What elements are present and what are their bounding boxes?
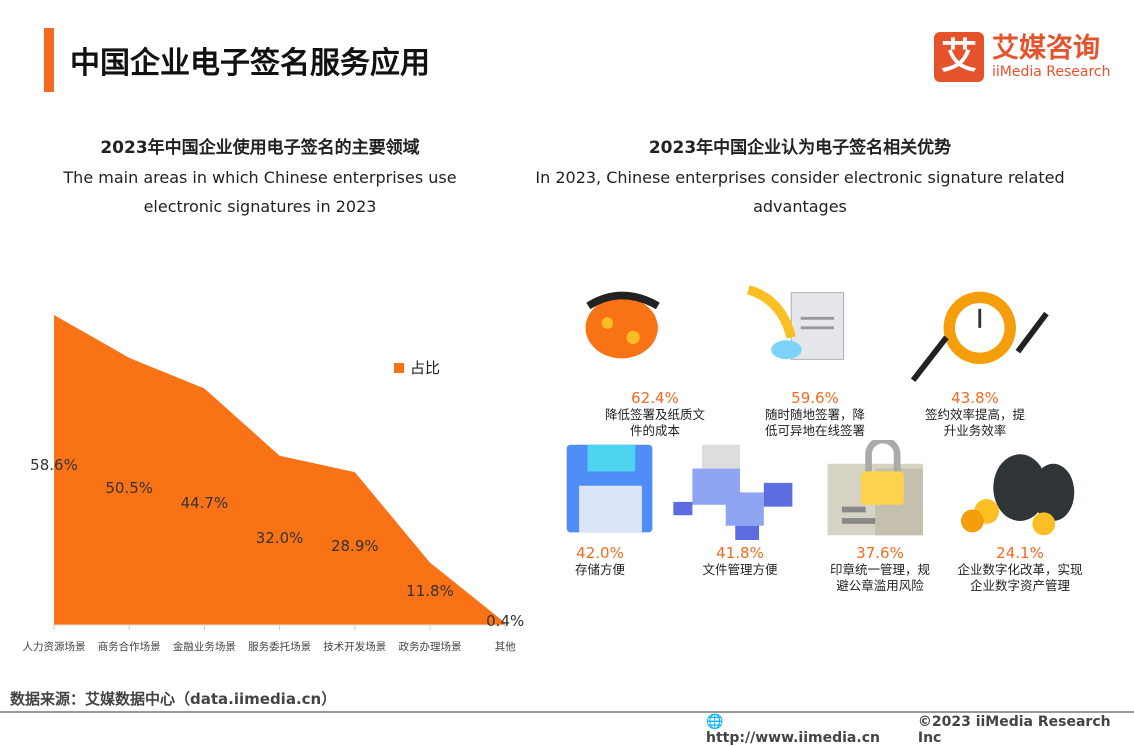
advantage-item: 62.4% 降低签署及纸质文件的成本 bbox=[570, 285, 740, 439]
chart-subtitle: The main areas in which Chinese enterpri… bbox=[63, 168, 457, 216]
advantage-percent: 42.0% bbox=[576, 544, 624, 562]
logo-cn: 艾媒咨询 bbox=[992, 33, 1100, 64]
advantage-label: 文件管理方便 bbox=[702, 562, 778, 577]
logo-en: iiMedia Research bbox=[992, 64, 1111, 80]
x-tick-label: 金融业务场景 bbox=[173, 640, 236, 653]
x-tick-label: 服务委托场景 bbox=[248, 640, 311, 653]
advantage-label: 降低签署及纸质文件的成本 bbox=[605, 407, 706, 438]
advantages-subtitle: In 2023, Chinese enterprises consider el… bbox=[535, 168, 1065, 216]
legend-label: 占比 bbox=[410, 359, 441, 377]
globe-icon: 🌐 bbox=[706, 714, 724, 730]
copyright: ©2023 iiMedia Research Inc bbox=[917, 714, 1111, 746]
advantage-percent: 43.8% bbox=[951, 389, 999, 407]
x-tick-label: 技术开发场景 bbox=[323, 640, 386, 653]
title-accent-bar bbox=[44, 28, 54, 92]
floppy-disk-icon bbox=[566, 444, 653, 533]
area-series bbox=[54, 315, 506, 625]
advantage-percent: 59.6% bbox=[791, 389, 839, 407]
quill-document-icon bbox=[746, 285, 845, 360]
left-chart-heading: 2023年中国企业使用电子签名的主要领域 The main areas in w… bbox=[30, 133, 490, 221]
folders-icon bbox=[673, 444, 793, 540]
data-label: 44.7% bbox=[181, 494, 229, 512]
advantage-item: 24.1% 企业数字化改革，实现企业数字资产管理 bbox=[935, 440, 1105, 594]
right-heading: 2023年中国企业认为电子签名相关优势 In 2023, Chinese ent… bbox=[500, 133, 1100, 221]
chart-title: 2023年中国企业使用电子签名的主要领域 bbox=[100, 138, 420, 158]
x-tick-label: 商务合作场景 bbox=[98, 640, 161, 653]
x-tick-label: 其他 bbox=[495, 640, 516, 653]
advantage-percent: 24.1% bbox=[996, 544, 1044, 562]
advantage-label: 随时随地签署，降低可异地在线签署 bbox=[765, 407, 866, 438]
legend: 占比 bbox=[394, 357, 440, 378]
advantage-item: 42.0% 存储方便 bbox=[515, 440, 685, 578]
data-label: 28.9% bbox=[331, 537, 379, 555]
logo: 艾 艾媒咨询 iiMedia Research bbox=[934, 32, 1111, 82]
advantage-label: 存储方便 bbox=[574, 562, 625, 577]
advantage-percent: 41.8% bbox=[716, 544, 764, 562]
legend-swatch bbox=[394, 362, 404, 373]
area-chart: 58.6% 人力资源场景 50.5% 商务合作场景 44.7% 金融业务场景 32.0% 服务… bbox=[23, 315, 524, 653]
advantage-item: 59.6% 随时随地签署，降低可异地在线签署 bbox=[730, 285, 900, 439]
advantage-item: 37.6% 印章统一管理，规避公章滥用风险 bbox=[795, 436, 965, 594]
money-bag-icon bbox=[585, 291, 660, 359]
data-label: 11.8% bbox=[406, 582, 454, 600]
advantage-item: 41.8% 文件管理方便 bbox=[655, 440, 825, 578]
data-label: 50.5% bbox=[105, 479, 153, 497]
logo-icon: 艾 bbox=[934, 32, 984, 82]
gear-clock-icon bbox=[910, 291, 1049, 382]
footer: 🌐 http://www.iimedia.cn ©2023 iiMedia Re… bbox=[706, 714, 1134, 746]
advantages-title: 2023年中国企业认为电子签名相关优势 bbox=[648, 138, 952, 158]
advantage-label: 印章统一管理，规避公章滥用风险 bbox=[830, 562, 931, 593]
x-tick-label: 政务办理场景 bbox=[399, 640, 462, 653]
advantage-percent: 37.6% bbox=[856, 544, 904, 562]
advantage-label: 企业数字化改革，实现企业数字资产管理 bbox=[957, 562, 1083, 593]
footer-divider bbox=[0, 711, 1134, 713]
page-title: 中国企业电子签名服务应用 bbox=[70, 46, 430, 81]
data-label: 58.6% bbox=[30, 456, 78, 474]
data-label: 0.4% bbox=[486, 612, 524, 630]
footer-url[interactable]: http://www.iimedia.cn bbox=[706, 730, 880, 746]
data-source: 数据来源：艾媒数据中心（data.iimedia.cn） bbox=[10, 690, 337, 708]
money-bags-coins-icon bbox=[960, 454, 1075, 536]
advantage-item: 43.8% 签约效率提高，提升业务效率 bbox=[890, 285, 1060, 439]
advantage-percent: 62.4% bbox=[631, 389, 679, 407]
advantage-label: 签约效率提高，提升业务效率 bbox=[925, 407, 1026, 438]
data-label: 32.0% bbox=[256, 529, 304, 547]
lock-folder-icon bbox=[827, 436, 923, 536]
x-tick-label: 人力资源场景 bbox=[23, 640, 86, 653]
